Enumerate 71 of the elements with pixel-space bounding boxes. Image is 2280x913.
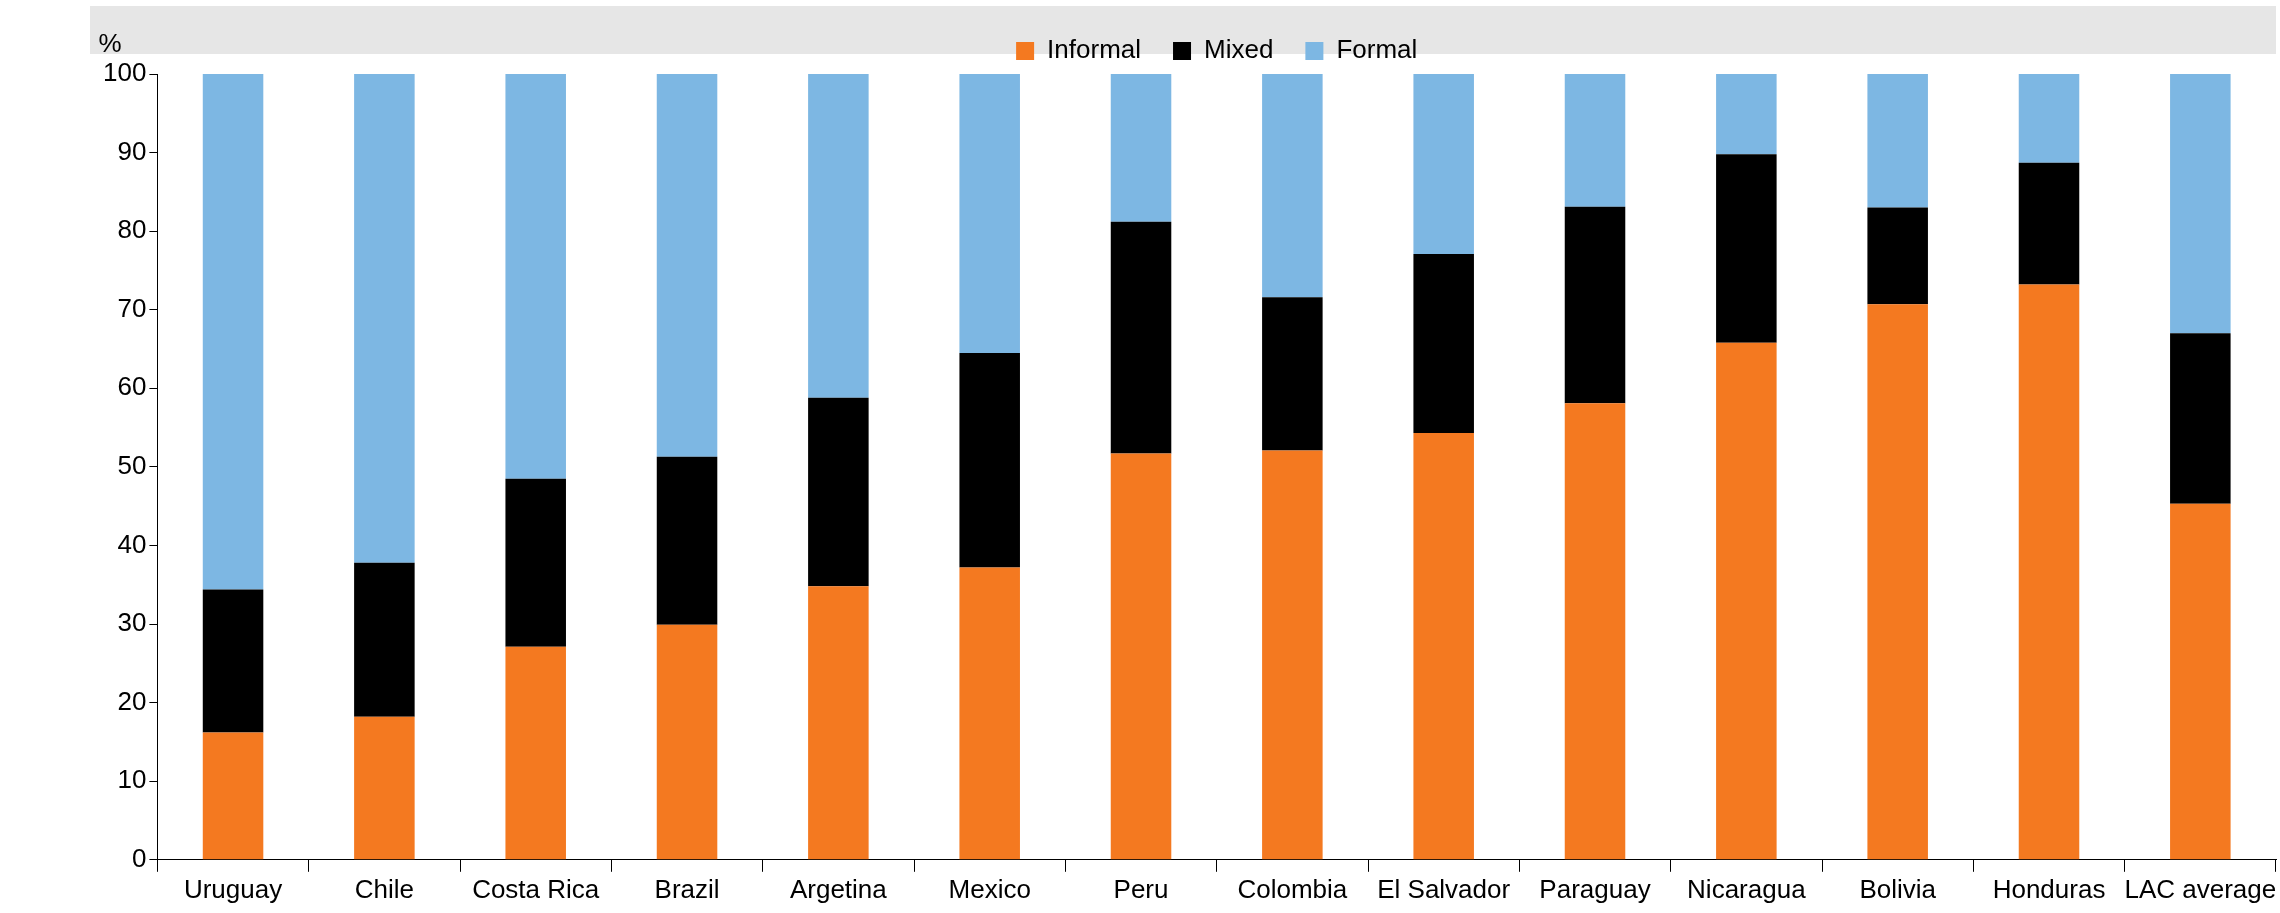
bar [1867,207,1928,305]
bar [2018,74,2080,163]
x-tick-label: Nicaragua [1687,873,1807,904]
y-tick-label: 10 [117,764,147,795]
bar [1110,74,1172,222]
bar [2170,333,2231,504]
bar [656,74,718,457]
bar [1413,433,1474,860]
bar [1413,74,1474,254]
x-tick-label: LAC average [2124,873,2277,904]
x-tick-label: Paraguay [1539,873,1651,904]
bar [505,646,566,860]
bar [1564,206,1626,404]
bar [2170,503,2231,860]
legend-label: Informal [1047,34,1142,65]
y-tick-label: 80 [117,214,147,245]
y-axis-title: % [98,28,122,59]
y-tick-label: 20 [117,685,147,716]
bar [202,74,264,590]
bar [2018,162,2080,285]
bar [2170,74,2231,334]
bar [1716,74,1777,155]
bar [959,567,1020,860]
bar [1262,74,1323,298]
bar [505,478,566,647]
bar [1262,450,1323,860]
y-tick-label: 100 [102,57,147,88]
bar [1413,253,1474,434]
bar [959,352,1020,568]
bar [656,624,718,860]
x-tick-label: Colombia [1237,873,1348,904]
bar [1867,304,1928,860]
bar [2018,284,2080,860]
legend-label: Mixed [1204,34,1274,65]
y-tick-label: 30 [117,607,147,638]
bar [354,562,415,717]
bar [808,74,869,398]
x-tick-label: Argetina [789,873,888,904]
x-tick-label: Honduras [1992,873,2106,904]
x-tick-label: Mexico [948,873,1031,904]
y-tick-label: 50 [117,450,147,481]
x-tick-label: El Salvador [1377,873,1511,904]
y-tick-label: 90 [117,135,147,166]
legend-label: Formal [1336,34,1418,65]
x-tick-label: Uruguay [183,873,283,904]
bar [959,74,1020,353]
x-tick-label: Brazil [654,873,720,904]
bar [1564,403,1626,860]
bar [1867,74,1928,208]
y-tick-label: 40 [117,528,147,559]
bar [202,589,264,733]
bar [202,732,264,860]
x-tick-label: Peru [1113,873,1169,904]
y-tick-label: 60 [117,371,147,402]
bar [1110,453,1172,860]
x-tick-label: Chile [354,873,414,904]
bar [354,716,415,860]
bar [505,74,566,479]
bar [1716,342,1777,860]
bar [1110,221,1172,454]
x-tick-label: Bolivia [1859,873,1937,904]
bar [354,74,415,563]
bar [656,456,718,625]
bar [1262,297,1323,451]
bar [1564,74,1626,207]
bar [808,397,869,587]
x-tick-label: Costa Rica [472,873,600,904]
y-tick-label: 0 [131,842,147,873]
bar [808,586,869,860]
y-tick-label: 70 [117,292,147,323]
bar [1716,154,1777,343]
